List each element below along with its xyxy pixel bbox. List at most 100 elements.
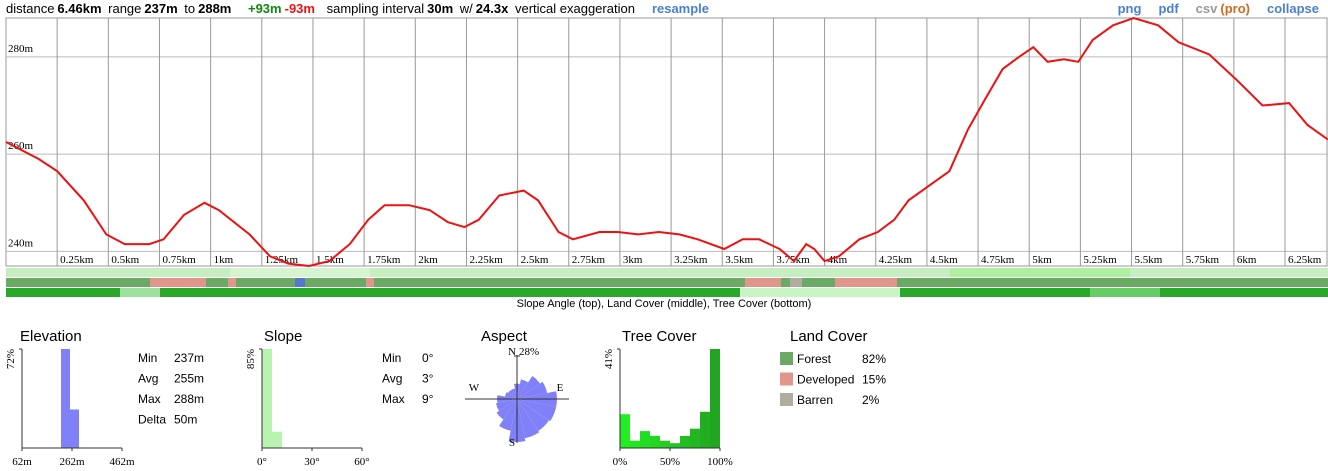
slope-strip [950, 268, 1130, 277]
pro-label[interactable]: (pro) [1220, 1, 1250, 16]
direction-label: E [557, 382, 564, 394]
legend-swatch [780, 352, 793, 365]
x-tick-label: 4km [828, 254, 848, 266]
panel-title: Slope [264, 328, 302, 345]
aspect-petal [511, 388, 517, 399]
y-tick-label: 85% [245, 349, 257, 369]
toolbar: distance 6.46km range 237m to 288m +93m -93m… [6, 1, 1322, 17]
legend-swatch [780, 393, 793, 406]
panel-title: Tree Cover [622, 328, 696, 345]
histogram-bar [272, 431, 282, 448]
y-tick-label: 240m [8, 237, 34, 249]
stat-value: 3° [422, 372, 434, 386]
histogram-bar [710, 349, 720, 448]
collapse-link[interactable]: collapse [1266, 1, 1319, 16]
value: 237m [144, 1, 178, 16]
stat-label: Max [382, 392, 405, 406]
direction-label: N [508, 346, 516, 358]
histogram-bar [680, 435, 690, 448]
x-tick-label: 0.25km [60, 254, 94, 266]
elevation-line [5, 16, 1328, 268]
value: 288m [198, 1, 232, 16]
label: sampling interval [326, 1, 425, 16]
y-tick-label: 260m [8, 140, 34, 152]
x-tick-label: 0.5km [111, 254, 139, 266]
terrain-strips [6, 268, 1328, 297]
stat-value: 237m [174, 351, 204, 365]
x-tick-label: 100% [707, 456, 733, 468]
legend-swatch [780, 372, 793, 386]
histogram-bar [61, 349, 70, 448]
x-tick-label: 0° [257, 456, 267, 468]
landcover-strip [745, 278, 781, 287]
x-tick-label: 5.75km [1186, 254, 1220, 266]
landcover-strip [150, 278, 206, 287]
stat-label: Min [382, 351, 401, 365]
stat-label: Max [138, 392, 161, 406]
aspect-petal [517, 399, 540, 439]
y-tick-label: 41% [603, 349, 615, 369]
label: w/ [459, 1, 473, 16]
landcover-strip [366, 278, 374, 287]
landcover-strip [835, 278, 897, 287]
landcover-strip [6, 278, 1328, 287]
histogram-bar [620, 414, 630, 448]
x-tick-label: 60° [354, 456, 369, 468]
histogram-bar [650, 435, 660, 448]
aspect-petal [496, 399, 517, 420]
aspect-petal [508, 390, 517, 399]
x-tick-label: 50% [660, 456, 680, 468]
histogram-bar [70, 409, 79, 448]
slope-strip [6, 268, 1328, 277]
histogram-bar [690, 428, 700, 448]
x-tick-label: 4.25km [879, 254, 913, 266]
legend-label: Developed [797, 373, 854, 387]
r-tick-label: 28% [519, 346, 539, 358]
x-tick-label: 3km [623, 254, 643, 266]
treecover-strip [740, 288, 900, 297]
landcover-strip [790, 278, 802, 287]
treecover-strip [6, 288, 1328, 297]
x-tick-label: 30° [304, 456, 319, 468]
stat-label: Delta [138, 413, 166, 427]
label: vertical exaggeration [514, 1, 635, 16]
panel-title: Land Cover [790, 328, 868, 345]
legend-label: Barren [797, 393, 833, 407]
csv-link[interactable]: csv [1195, 1, 1218, 16]
x-tick-label: 3.5km [725, 254, 753, 266]
stat-label: Avg [382, 372, 402, 386]
pdf-link[interactable]: pdf [1158, 1, 1179, 16]
value: 30m [427, 1, 454, 16]
png-link[interactable]: png [1117, 1, 1142, 16]
x-tick-label: 2.25km [469, 254, 503, 266]
aspect-petal [517, 399, 557, 422]
legend-value: 15% [862, 373, 886, 387]
landcover-strip [295, 278, 305, 287]
plot-frame [5, 17, 1328, 267]
legend-value: 2% [862, 393, 880, 407]
x-tick-label: 6.25km [1288, 254, 1322, 266]
landcover-strip [228, 278, 236, 287]
x-tick-label: 5.5km [1135, 254, 1163, 266]
legend-value: 82% [862, 352, 886, 366]
stat-value: 50m [174, 413, 197, 427]
x-tick-label: 5.25km [1083, 254, 1117, 266]
aspect-petal [517, 379, 529, 399]
x-tick-label: 1km [214, 254, 234, 266]
stat-label: Avg [138, 372, 158, 386]
x-tick-label: 62m [12, 456, 32, 468]
slope-strip [230, 268, 370, 277]
stat-value: 288m [174, 392, 204, 406]
gain: +93m [247, 1, 282, 16]
x-tick-label: 5km [1032, 254, 1052, 266]
panel-title: Aspect [481, 328, 528, 345]
x-tick-label: 4.5km [930, 254, 958, 266]
x-tick-label: 3.25km [674, 254, 708, 266]
aspect-petal [517, 381, 548, 399]
resample-link[interactable]: resample [651, 1, 710, 16]
x-tick-label: 6km [1237, 254, 1257, 266]
panel-title: Elevation [20, 328, 82, 345]
x-tick-label: 2.75km [572, 254, 606, 266]
